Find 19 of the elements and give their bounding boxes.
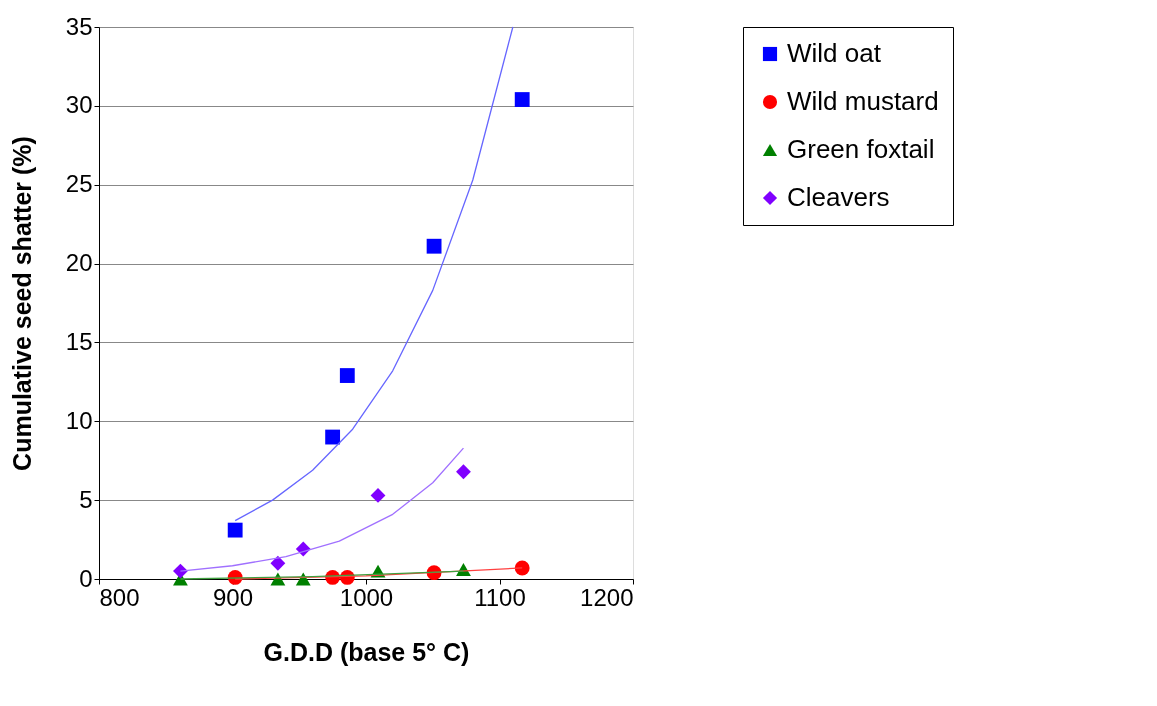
y-tick-label: 10 bbox=[65, 406, 93, 434]
y-tick-label: 25 bbox=[65, 170, 93, 198]
x-tick-label: 800 bbox=[99, 583, 140, 611]
legend-label: Wild mustard bbox=[787, 86, 939, 116]
x-tick-label: 1200 bbox=[580, 583, 634, 611]
x-tick-label: 1100 bbox=[474, 583, 526, 611]
x-axis-title: G.D.D (base 5° C) bbox=[263, 637, 470, 666]
y-tick-label: 35 bbox=[65, 12, 93, 40]
legend-label: Wild oat bbox=[787, 38, 882, 68]
y-tick-label: 20 bbox=[65, 249, 93, 277]
legend-label: Green foxtail bbox=[787, 134, 935, 164]
y-tick-label: 0 bbox=[79, 564, 93, 592]
y-tick-label: 30 bbox=[65, 91, 93, 119]
y-tick-label: 5 bbox=[79, 485, 93, 513]
y-axis-title: Cumulative seed shatter (%) bbox=[7, 136, 36, 471]
x-tick-label: 900 bbox=[212, 583, 254, 611]
y-tick-label: 15 bbox=[65, 327, 93, 355]
x-tick-label: 1000 bbox=[339, 583, 394, 611]
legend-label: Cleavers bbox=[787, 182, 890, 212]
